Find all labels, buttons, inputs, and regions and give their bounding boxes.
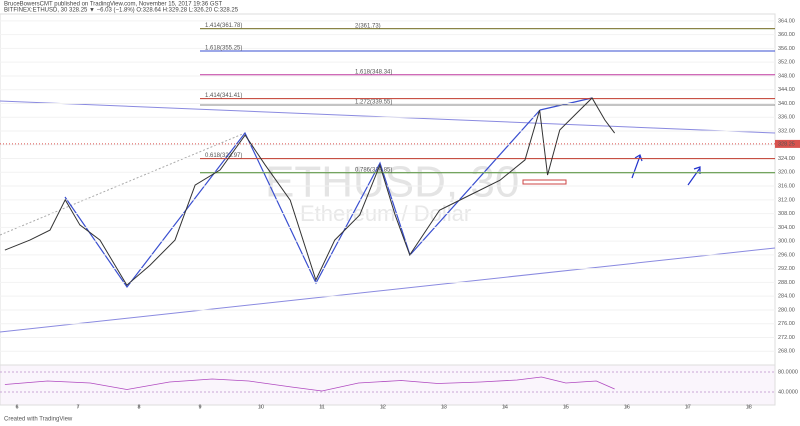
y-tick-label: 340.00: [778, 101, 795, 107]
y-tick-label: 316.00: [778, 184, 795, 190]
zigzag: [539, 97, 593, 111]
publisher: BruceBowersCMT published on TradingView.…: [4, 2, 223, 8]
price-line: [4, 97, 616, 286]
y-tick-label: 352.00: [778, 60, 795, 66]
y-tick-label: 296.00: [778, 252, 795, 258]
y-tick-label: 360.00: [778, 32, 795, 38]
y-tick-label: 312.00: [778, 197, 795, 203]
x-tick-label: 6: [16, 404, 19, 410]
y-tick-label: 356.00: [778, 46, 795, 52]
y-tick-label: 332.00: [778, 128, 795, 134]
y-tick-label: 284.00: [778, 294, 795, 300]
y-tick-label: 300.00: [778, 239, 795, 245]
fib-label: 1.272(339.55): [355, 100, 392, 106]
x-tick-label: 14: [502, 404, 508, 410]
x-tick-label: 11: [319, 404, 325, 410]
last-price-label: 328.25: [778, 141, 795, 147]
rsi-pane: [0, 364, 776, 406]
y-tick-label: 304.00: [778, 225, 795, 231]
dashed-line: [0, 132, 246, 236]
x-tick-label: 16: [624, 404, 630, 410]
y-tick-label: 276.00: [778, 321, 795, 327]
x-tick-label: 10: [258, 404, 264, 410]
footer: Created with TradingView: [4, 417, 73, 423]
rsi-tick-label: 40.0000: [778, 389, 798, 395]
y-tick-label: 348.00: [778, 73, 795, 79]
y-tick-label: 324.00: [778, 156, 795, 162]
y-tick-label: 280.00: [778, 307, 795, 313]
x-tick-label: 13: [441, 404, 447, 410]
plot-frame: [0, 13, 776, 406]
y-tick-label: 364.00: [778, 18, 795, 24]
x-tick-label: 7: [77, 404, 80, 410]
rsi-tick-label: 80.0000: [778, 369, 798, 375]
y-tick-label: 336.00: [778, 115, 795, 121]
x-tick-label: 15: [563, 404, 569, 410]
arrow: [687, 166, 701, 186]
y-tick-label: 308.00: [778, 211, 795, 217]
symbol-info: BITFINEX:ETHUSD, 30 328.25 ▼ −6.03 (−1.8…: [4, 8, 239, 14]
last-price-tag: [775, 139, 800, 148]
x-tick-label: 12: [380, 404, 386, 410]
x-tick-label: 17: [685, 404, 691, 410]
fib-label: 1.618(348.34): [355, 69, 392, 75]
fib-label: 0.618(323.97): [205, 153, 242, 159]
box: [522, 179, 567, 185]
y-tick-label: 268.00: [778, 349, 795, 355]
channel-bottom: [0, 247, 776, 333]
x-tick-label: 8: [137, 404, 140, 410]
y-tick-label: 344.00: [778, 87, 795, 93]
fib-label: 1.618(355.25): [205, 46, 242, 52]
y-tick-label: 292.00: [778, 266, 795, 272]
x-tick-label: 9: [198, 404, 201, 410]
y-tick-label: 288.00: [778, 280, 795, 286]
fib-label: 1.414(361.78): [205, 23, 242, 29]
fib-label: 2(361.73): [355, 23, 381, 29]
y-tick-label: 272.00: [778, 335, 795, 341]
x-tick-label: 18: [746, 404, 752, 410]
y-tick-label: 320.00: [778, 170, 795, 176]
fib-label: 1.414(341.41): [205, 93, 242, 99]
fib-label: 0.786(319.85): [355, 167, 392, 173]
rsi-line: [4, 376, 615, 392]
